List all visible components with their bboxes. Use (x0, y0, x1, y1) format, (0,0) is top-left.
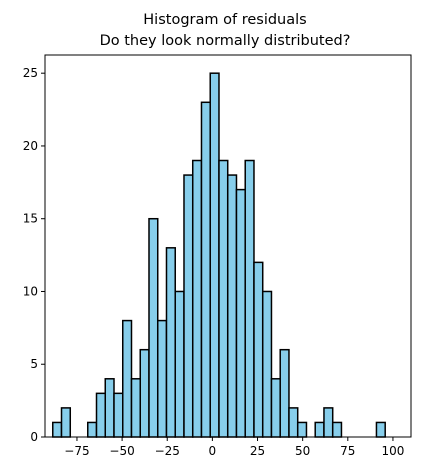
y-tick-label: 5 (30, 357, 38, 371)
histogram-bar (60, 407, 72, 438)
histogram-bar (200, 101, 211, 438)
y-tick-label: 15 (23, 212, 38, 226)
histogram-bar (226, 174, 238, 438)
x-tick-label: 25 (250, 444, 265, 458)
histogram-bar (253, 261, 264, 438)
histogram-bar (183, 174, 194, 438)
x-tick-label: −75 (64, 444, 89, 458)
y-axis: 0 5 10 15 20 25 (23, 66, 45, 444)
x-tick-label: 50 (295, 444, 310, 458)
y-tick-label: 0 (30, 430, 38, 444)
y-tick-label: 20 (23, 139, 38, 153)
histogram-bar (314, 421, 325, 438)
histogram-bar (156, 319, 168, 438)
histogram-bar (130, 378, 141, 438)
histogram-bars (52, 72, 386, 438)
chart-title-line2: Do they look normally distributed? (100, 33, 351, 49)
x-axis: −75 −50 −25 0 25 50 75 100 (64, 437, 404, 458)
histogram-bar (296, 421, 308, 438)
histogram-bar (122, 319, 133, 438)
x-tick-label: −50 (109, 444, 134, 458)
x-tick-label: −25 (155, 444, 180, 458)
histogram-bar (191, 159, 203, 438)
histogram-bar (148, 217, 159, 438)
x-tick-label: 0 (209, 444, 217, 458)
y-tick-label: 10 (23, 284, 38, 298)
x-tick-label: 100 (381, 444, 404, 458)
histogram-bar (244, 159, 255, 438)
histogram-bar (261, 290, 273, 438)
histogram-bar (174, 290, 185, 438)
y-tick-label: 25 (23, 66, 38, 80)
histogram-bar (113, 392, 124, 438)
histogram-bar (95, 392, 107, 438)
x-tick-label: 75 (340, 444, 355, 458)
histogram-bar (52, 421, 63, 438)
histogram-bar (270, 378, 281, 438)
histogram-bar (323, 407, 334, 438)
plot-frame (44, 54, 412, 438)
histogram-bar (331, 421, 343, 438)
histogram-bar (218, 159, 229, 438)
chart-title-line1: Histogram of residuals (143, 12, 306, 28)
histogram-bar (279, 348, 290, 438)
histogram-bar (209, 72, 220, 438)
histogram-bar (87, 421, 98, 438)
histogram-bar (104, 378, 115, 438)
histogram-bar (139, 348, 150, 438)
histogram-bar (165, 247, 176, 438)
histogram-bar (288, 407, 299, 438)
histogram-bar (375, 421, 386, 438)
histogram-bar (235, 188, 246, 438)
